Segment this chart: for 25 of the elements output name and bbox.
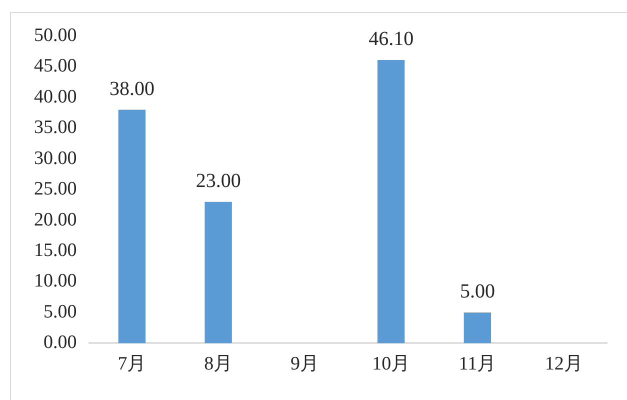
y-tick-label: 50.00 xyxy=(34,24,77,46)
bar xyxy=(118,110,146,344)
x-tick-label: 10月 xyxy=(372,354,410,375)
y-tick-label: 10.00 xyxy=(34,270,77,292)
data-label: 46.10 xyxy=(368,28,414,50)
y-tick-label: 5.00 xyxy=(44,301,77,322)
data-label: 23.00 xyxy=(196,170,241,192)
x-tick-label: 12月 xyxy=(544,354,583,375)
data-label: 5.00 xyxy=(460,280,495,303)
bar xyxy=(377,60,405,344)
y-tick-label: 40.00 xyxy=(34,86,77,108)
y-tick-label: 45.00 xyxy=(34,56,77,77)
data-label: 38.00 xyxy=(109,78,154,100)
x-tick-label: 7月 xyxy=(118,354,146,375)
x-tick-label: 8月 xyxy=(204,354,233,375)
y-tick-label: 15.00 xyxy=(34,240,77,262)
x-tick-label: 9月 xyxy=(290,354,319,375)
bar xyxy=(204,202,232,344)
x-tick-label: 11月 xyxy=(458,354,496,375)
y-tick-label: 35.00 xyxy=(34,117,77,138)
y-tick-label: 25.00 xyxy=(34,178,77,200)
y-tick-label: 0.00 xyxy=(44,332,77,354)
y-tick-label: 30.00 xyxy=(34,148,77,169)
y-tick-label: 20.00 xyxy=(34,209,77,230)
bar xyxy=(464,312,492,344)
